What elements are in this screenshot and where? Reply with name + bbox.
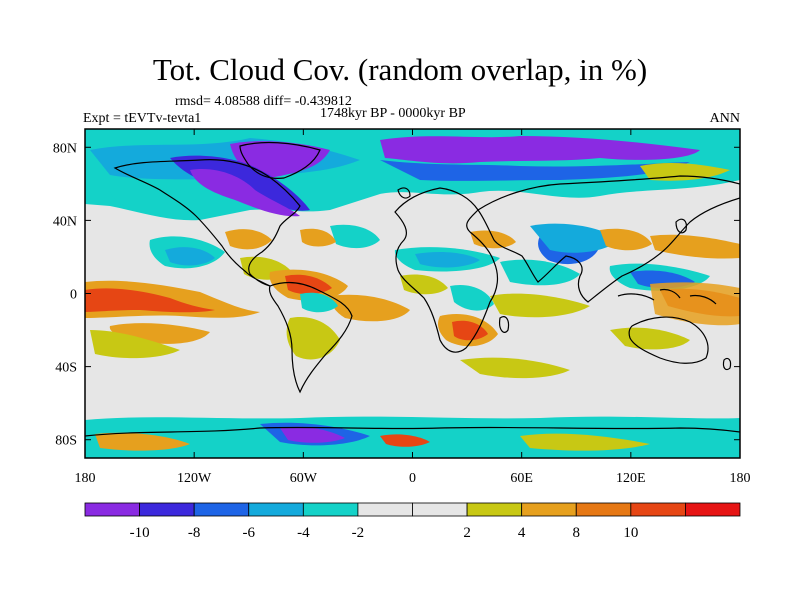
colorbar-swatch: [521, 502, 577, 517]
colorbar: -10 -8 -6 -4 -2 2 4 8 10: [84, 502, 741, 541]
new-zealand-coast: [722, 357, 732, 371]
indian-ocean-yellow: [490, 293, 590, 318]
antarctic-yellow: [520, 433, 650, 451]
season-label: ANN: [709, 111, 740, 126]
west-africa-yellow: [400, 274, 448, 295]
latitude-ticks: 80N 40N 0 40S 80S: [53, 141, 740, 449]
west-pacific-orange: [650, 282, 740, 326]
atlantic-mid-cyan: [330, 224, 380, 249]
colorbar-label: -2: [352, 525, 365, 541]
colorbar-swatch: [84, 502, 140, 517]
north-blue-band: [380, 160, 690, 181]
east-pacific-red: [85, 288, 215, 313]
period-text: 1748kyr BP - 0000kyr BP: [320, 106, 466, 121]
north-purple-band: [380, 136, 700, 164]
colorbar-swatch: [357, 502, 413, 517]
lat-tick-label: 0: [70, 288, 77, 303]
central-africa-cyan: [450, 284, 494, 311]
southern-ocean-yellow: [460, 357, 570, 379]
coastlines: [85, 141, 740, 437]
indian-ocean-cyan: [500, 259, 580, 286]
lon-tick-label: 0: [409, 471, 416, 486]
us-orange: [225, 229, 272, 250]
lat-tick-label: 40N: [53, 214, 77, 229]
colorbar-label: -6: [243, 525, 256, 541]
colorbar-swatch: [630, 502, 686, 517]
south-america-cyan: [300, 292, 338, 313]
colorbar-label: 8: [573, 525, 581, 541]
canada-violet: [190, 169, 300, 217]
lon-tick-label: 60E: [510, 471, 533, 486]
atlantic-mid-orange: [300, 228, 336, 247]
south-africa-red: [452, 320, 488, 341]
indonesia-coast: [617, 288, 717, 305]
stats-text: rmsd= 4.08588 diff= -0.439812: [175, 94, 352, 109]
antarctic-orange: [95, 432, 190, 451]
lon-tick-label: 60W: [290, 471, 318, 486]
south-america-yellow: [286, 316, 340, 360]
colorbar-swatch: [575, 502, 632, 517]
madagascar-coast: [499, 316, 510, 333]
longitude-ticks: 180 120W 60W 0 60E 120E 180: [75, 129, 751, 486]
asia-coast: [477, 175, 740, 303]
china-orange: [600, 228, 652, 251]
east-asia-yellow: [640, 163, 730, 181]
colorbar-swatch: [466, 502, 523, 517]
colorbar-label: 10: [623, 525, 638, 541]
colorbar-swatch: [302, 502, 359, 517]
australia-coast: [628, 316, 709, 364]
lon-tick-label: 180: [75, 471, 96, 486]
antarctica-coast: [85, 426, 740, 437]
experiment-label: Expt = tEVTv-tevta1: [83, 111, 202, 126]
japan-coast: [675, 218, 687, 234]
arabia-orange: [470, 230, 516, 249]
south-america-coast: [268, 281, 353, 394]
north-pacific-cyan: [109, 184, 200, 210]
lat-tick-label: 40S: [55, 361, 77, 376]
north-america-coast: [113, 159, 301, 287]
greenland-coast: [239, 141, 321, 179]
australia-yellow: [610, 327, 690, 350]
colorbar-label: 2: [463, 525, 471, 541]
lat-tick-label: 80N: [53, 141, 77, 156]
chart-title: Tot. Cloud Cov. (random overlap, in %): [152, 52, 648, 87]
anomaly-field: [85, 129, 740, 458]
colorbar-label: -8: [188, 525, 201, 541]
pacific-blue-north: [165, 247, 215, 266]
uk-coast: [397, 187, 411, 199]
lon-tick-label: 180: [730, 471, 751, 486]
colorbar-swatch: [193, 502, 250, 517]
colorbar-swatch: [685, 502, 741, 517]
colorbar-swatch: [412, 502, 468, 517]
colorbar-label: 4: [518, 525, 526, 541]
north-africa-blue: [415, 252, 480, 268]
lat-tick-label: 80S: [55, 434, 77, 449]
antarctic-red: [380, 434, 430, 447]
pacific-west-orange: [650, 234, 740, 259]
antarctic-purple: [280, 426, 345, 443]
amazon-red: [285, 274, 332, 295]
colorbar-swatch: [248, 502, 304, 517]
pacific-yellow-south: [90, 330, 180, 359]
colorbar-label: -4: [297, 525, 310, 541]
europe-africa-coast: [394, 187, 499, 353]
india-cyan: [530, 223, 620, 253]
atlantic-orange: [330, 294, 410, 322]
colorbar-swatch: [139, 502, 195, 517]
colorbar-label: -10: [130, 525, 150, 541]
lon-tick-label: 120W: [177, 471, 212, 486]
lon-tick-label: 120E: [616, 471, 646, 486]
